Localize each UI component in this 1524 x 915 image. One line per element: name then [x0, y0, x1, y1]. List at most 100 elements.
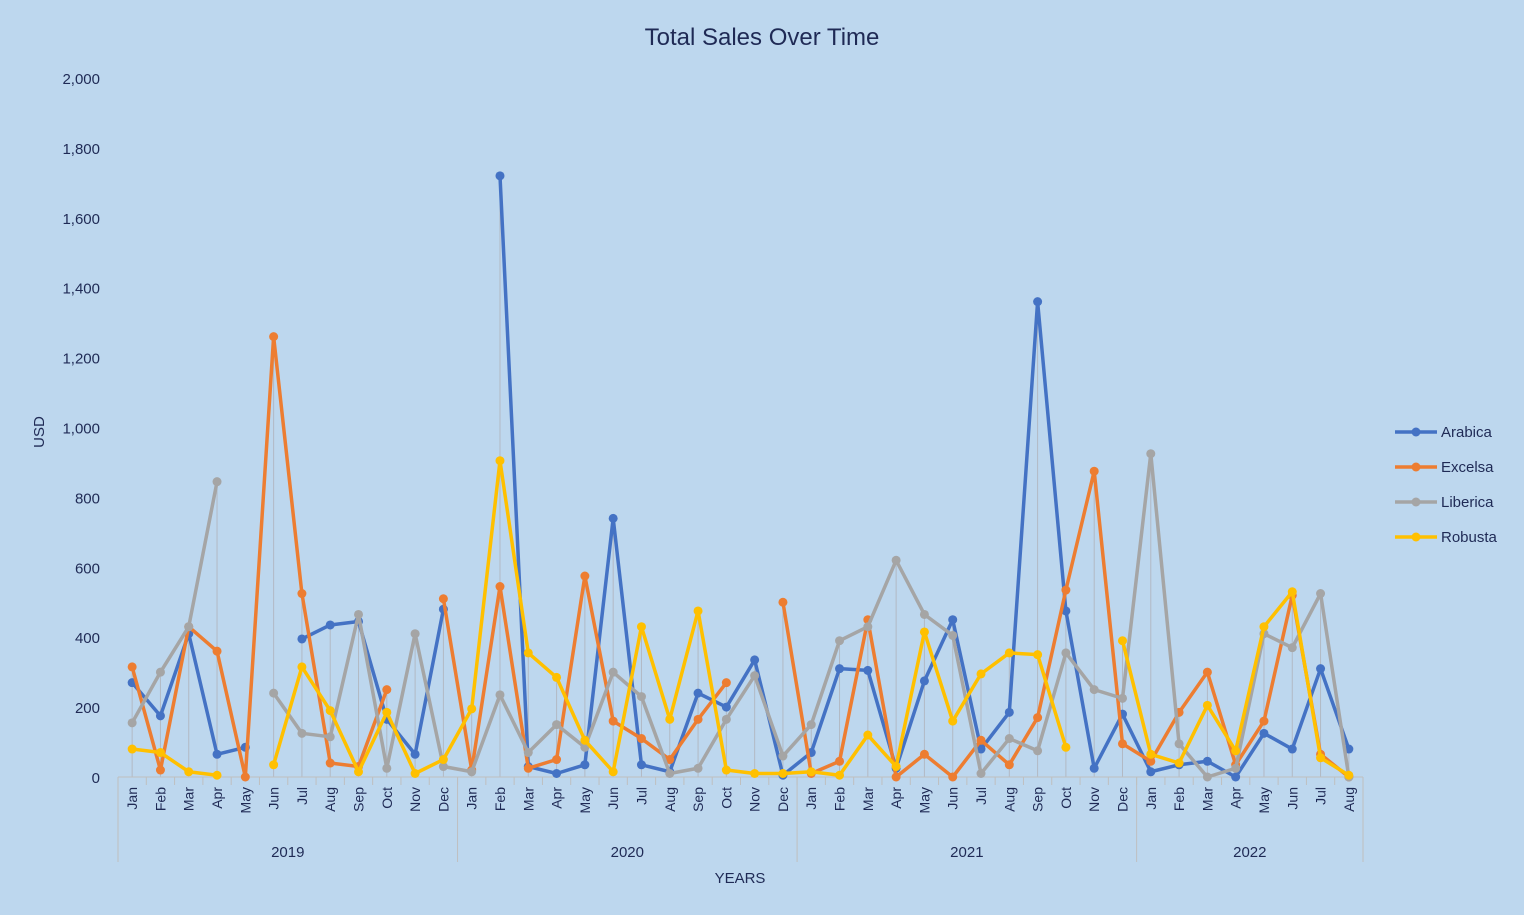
point-robusta: [1117, 636, 1127, 646]
point-arabica: [1146, 767, 1156, 777]
y-tick-label: 600: [75, 560, 100, 577]
x-tick-label: Mar: [520, 787, 536, 811]
point-excelsa: [1117, 739, 1127, 749]
x-tick-label: Apr: [888, 787, 904, 809]
point-excelsa: [1089, 466, 1099, 476]
point-arabica: [1033, 297, 1043, 307]
legend-item-liberica: Liberica: [1395, 494, 1494, 511]
point-robusta: [693, 606, 703, 616]
x-tick-label: Oct: [379, 787, 395, 809]
x-tick-label: Jan: [124, 787, 140, 810]
x-tick-label: May: [916, 787, 932, 813]
point-robusta: [382, 707, 392, 717]
point-liberica: [325, 732, 335, 742]
legend-marker: [1411, 427, 1421, 437]
point-liberica: [1089, 685, 1099, 695]
point-arabica: [552, 769, 562, 779]
point-liberica: [1202, 772, 1212, 782]
point-liberica: [382, 763, 392, 773]
point-liberica: [184, 622, 194, 632]
point-liberica: [1287, 643, 1297, 653]
point-robusta: [750, 769, 760, 779]
point-excelsa: [636, 734, 646, 744]
x-tick-label: Feb: [152, 787, 168, 811]
point-robusta: [665, 714, 675, 724]
point-arabica: [976, 744, 986, 754]
x-tick-label: Jun: [945, 787, 961, 810]
point-excelsa: [1033, 713, 1043, 723]
y-tick-label: 1,400: [62, 281, 100, 298]
point-liberica: [552, 720, 562, 730]
point-robusta: [1344, 770, 1354, 780]
point-excelsa: [155, 765, 165, 775]
x-tick-label: Mar: [1199, 787, 1215, 811]
legend-label: Robusta: [1441, 529, 1498, 546]
point-robusta: [1202, 700, 1212, 710]
point-excelsa: [665, 755, 675, 765]
legend-label: Arabica: [1441, 424, 1493, 441]
point-robusta: [1061, 742, 1071, 752]
point-liberica: [523, 748, 533, 758]
point-robusta: [1146, 749, 1156, 759]
point-arabica: [948, 615, 958, 625]
point-excelsa: [778, 597, 788, 607]
point-liberica: [721, 714, 731, 724]
point-robusta: [891, 762, 901, 772]
legend-item-excelsa: Excelsa: [1395, 459, 1494, 476]
point-liberica: [212, 477, 222, 487]
point-arabica: [212, 749, 222, 759]
legend-label: Excelsa: [1441, 459, 1494, 476]
point-excelsa: [325, 758, 335, 768]
point-excelsa: [523, 763, 533, 773]
point-robusta: [1316, 753, 1326, 763]
point-excelsa: [552, 755, 562, 765]
point-robusta: [467, 704, 477, 714]
point-robusta: [835, 770, 845, 780]
year-group-label: 2022: [1233, 844, 1266, 861]
point-robusta: [1033, 650, 1043, 660]
x-tick-label: Nov: [1086, 787, 1102, 812]
point-excelsa: [919, 749, 929, 759]
point-liberica: [297, 728, 307, 738]
point-robusta: [919, 627, 929, 637]
x-tick-label: May: [237, 787, 253, 813]
x-tick-label: Sep: [690, 787, 706, 812]
point-arabica: [1004, 707, 1014, 717]
series-arabica: [127, 171, 1354, 782]
point-arabica: [835, 664, 845, 674]
point-excelsa: [608, 716, 618, 726]
point-arabica: [750, 655, 760, 665]
point-excelsa: [269, 332, 279, 342]
point-robusta: [608, 767, 618, 777]
point-robusta: [184, 767, 194, 777]
point-excelsa: [1061, 585, 1071, 595]
point-robusta: [1287, 587, 1297, 597]
x-tick-label: Apr: [549, 787, 565, 809]
point-liberica: [919, 609, 929, 619]
point-arabica: [1061, 606, 1071, 616]
series-line-arabica: [301, 608, 446, 757]
point-robusta: [1231, 746, 1241, 756]
point-robusta: [863, 730, 873, 740]
point-excelsa: [127, 662, 137, 672]
point-excelsa: [297, 589, 307, 599]
x-tick-label: Dec: [775, 787, 791, 812]
x-tick-label: Oct: [718, 787, 734, 809]
point-robusta: [1004, 648, 1014, 658]
point-excelsa: [382, 685, 392, 695]
point-arabica: [863, 665, 873, 675]
point-robusta: [438, 755, 448, 765]
point-arabica: [1259, 728, 1269, 738]
x-tick-label: Jan: [464, 787, 480, 810]
point-robusta: [155, 748, 165, 758]
legend-item-arabica: Arabica: [1395, 424, 1493, 441]
point-excelsa: [495, 582, 505, 592]
point-liberica: [636, 692, 646, 702]
point-robusta: [580, 735, 590, 745]
point-liberica: [891, 555, 901, 565]
x-tick-label: Aug: [1341, 787, 1357, 812]
y-tick-label: 2,000: [62, 71, 100, 88]
point-robusta: [1259, 622, 1269, 632]
point-liberica: [863, 622, 873, 632]
point-liberica: [127, 718, 137, 728]
